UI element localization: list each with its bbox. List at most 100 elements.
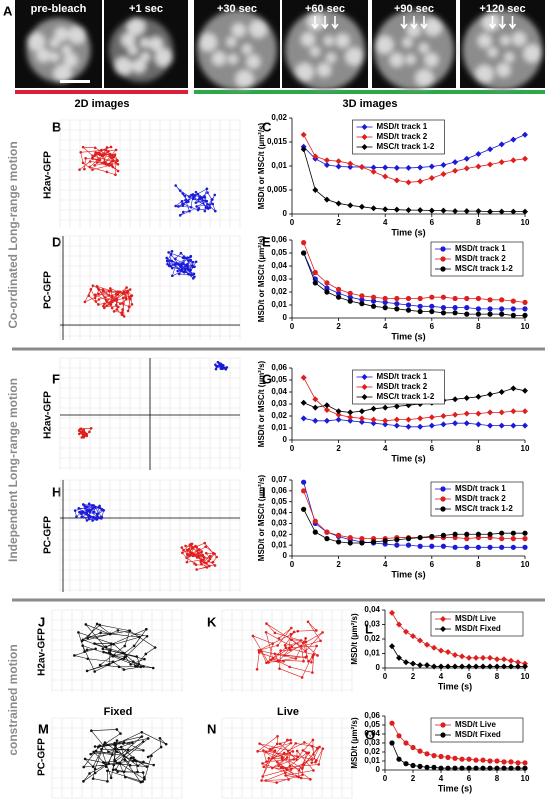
trajectory-point <box>186 552 189 556</box>
trajectory-point <box>261 762 264 765</box>
trajectory-point <box>126 748 130 752</box>
data-point <box>510 408 517 415</box>
trajectory-point <box>146 737 150 740</box>
data-point <box>522 544 528 550</box>
trajectory-point <box>200 550 203 553</box>
y-tick-label: 0,02 <box>271 287 287 296</box>
trajectory-point <box>110 296 114 300</box>
trajectory-point <box>195 556 199 559</box>
data-point <box>459 653 465 660</box>
trajectory-point <box>190 273 193 277</box>
legend-label: MSD/t track 2 <box>455 254 506 263</box>
chromocenter <box>523 44 542 63</box>
trajectory-point <box>90 729 93 733</box>
trajectory-point <box>192 272 196 276</box>
chromocenter <box>139 37 150 48</box>
data-point <box>464 531 470 537</box>
trajectory-point <box>213 193 217 197</box>
group-label: 3D images <box>342 98 397 110</box>
x-axis-label: Time (s) <box>438 783 472 793</box>
chromocenter <box>61 45 72 55</box>
x-tick-label: 0 <box>290 560 295 569</box>
data-point <box>312 529 318 535</box>
chromocenter <box>49 51 60 62</box>
trajectory-point <box>284 646 288 650</box>
data-point <box>324 536 330 542</box>
y-tick-label: 0,03 <box>271 519 287 528</box>
data-point <box>410 762 416 769</box>
y-tick-label: 0 <box>283 435 288 444</box>
trajectory-point <box>80 515 84 519</box>
trajectory-point <box>104 645 108 649</box>
arrow <box>311 16 319 30</box>
trajectory-point <box>89 426 93 430</box>
data-point <box>515 663 521 670</box>
trajectory-point <box>195 568 198 571</box>
data-point <box>347 409 354 416</box>
data-point <box>301 250 307 256</box>
data-point <box>301 479 307 485</box>
trajectory-point <box>93 153 97 157</box>
data-point <box>417 748 423 754</box>
trajectory-point <box>150 754 153 758</box>
data-point <box>394 301 400 307</box>
trajectory-point <box>159 745 163 749</box>
x-tick-label: 10 <box>521 560 530 569</box>
trajectory-point <box>191 197 195 201</box>
legend-label: MSD/t Fixed <box>455 730 501 739</box>
trajectory <box>73 623 156 672</box>
trajectory-point <box>283 644 287 647</box>
data-point <box>358 163 365 170</box>
trajectory-point <box>98 663 102 667</box>
panel-letter: H <box>52 484 61 499</box>
chromocenter <box>227 54 238 65</box>
data-point <box>464 544 470 550</box>
trajectory-point <box>115 298 119 302</box>
trajectory-point <box>97 303 100 306</box>
data-point <box>464 295 470 302</box>
arrow <box>321 16 329 30</box>
y-tick-label: 0 <box>376 765 381 774</box>
data-point <box>300 146 307 153</box>
legend-marker <box>361 394 368 400</box>
panel-letter: I <box>262 484 266 499</box>
trajectory-point <box>214 209 217 213</box>
trajectory-point <box>134 664 137 668</box>
chromocenter <box>140 51 151 62</box>
trajectory-point <box>115 761 119 765</box>
row-label: PC-GFP <box>37 738 48 776</box>
trajectory-point <box>122 315 126 318</box>
chromocenter <box>226 36 237 47</box>
trajectory-point <box>93 164 96 167</box>
trajectory-point <box>84 623 88 626</box>
legend-label: MSD/t Fixed <box>455 624 501 633</box>
data-point <box>466 654 472 661</box>
data-point <box>487 422 494 429</box>
y-tick-label: 0 <box>283 551 288 560</box>
data-point <box>473 765 479 771</box>
x-tick-label: 0 <box>290 218 295 227</box>
legend-label: MSD/t track 1 <box>377 372 428 381</box>
trajectory-point <box>115 739 119 742</box>
trajectory-point <box>182 548 185 552</box>
data-point <box>347 414 354 421</box>
chromocenter <box>68 25 87 44</box>
trajectory-point <box>101 761 105 764</box>
data-point <box>510 536 516 542</box>
data-point <box>445 765 451 771</box>
data-point <box>498 141 505 148</box>
trajectory-point <box>276 644 280 647</box>
trajectory-point <box>282 751 286 755</box>
trajectory-point <box>139 665 143 669</box>
data-point <box>487 391 494 398</box>
data-point <box>487 306 493 312</box>
data-point <box>522 306 528 312</box>
data-point <box>487 531 493 537</box>
x-axis-label: Time (s) <box>391 227 425 237</box>
trajectory-point <box>255 667 259 671</box>
trajectory-point <box>294 742 298 745</box>
y-tick-label: 0 <box>283 313 288 322</box>
trajectory-point <box>211 202 215 206</box>
data-point <box>459 765 465 771</box>
data-point <box>510 544 516 550</box>
